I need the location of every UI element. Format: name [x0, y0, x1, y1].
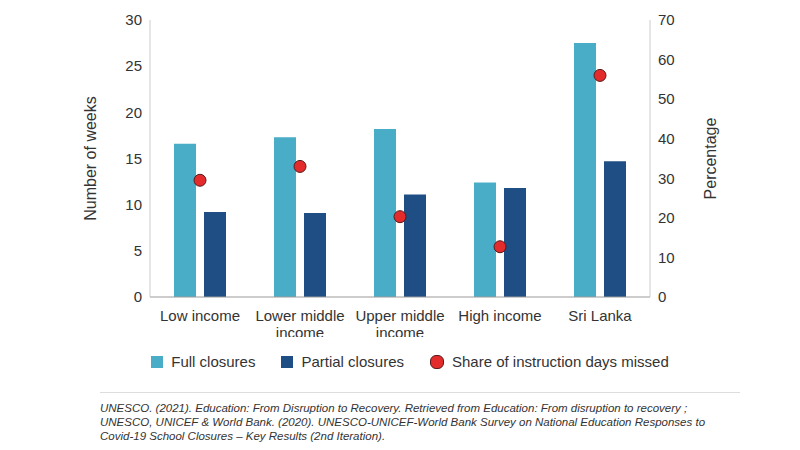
svg-text:30: 30	[125, 11, 142, 28]
svg-text:0: 0	[134, 288, 142, 305]
svg-text:5: 5	[134, 242, 142, 259]
svg-text:25: 25	[125, 57, 142, 74]
html-text:UNESCO. (2021). Education: Fro: UNESCO. (2021). Education: From Disrupti…	[100, 402, 705, 442]
svg-text:10: 10	[658, 249, 675, 266]
svg-text:Percentage: Percentage	[702, 117, 719, 199]
svg-text:Low income: Low income	[160, 307, 240, 324]
svg-text:Lower middleincome: Lower middleincome	[255, 307, 344, 337]
svg-text:10: 10	[125, 196, 142, 213]
html-text:Partial closures: Partial closures	[301, 353, 404, 370]
svg-text:50: 50	[658, 90, 675, 107]
svg-text:70: 70	[658, 11, 675, 28]
html-text:Share of instruction days miss: Share of instruction days missed	[452, 353, 669, 370]
svg-text:High income: High income	[458, 307, 541, 324]
svg-text:30: 30	[658, 170, 675, 187]
svg-text:Upper middleincome: Upper middleincome	[355, 307, 444, 337]
svg-text:40: 40	[658, 130, 675, 147]
svg-text:Number of weeks: Number of weeks	[82, 96, 99, 221]
svg-text:Sri Lanka: Sri Lanka	[568, 307, 632, 324]
svg-text:20: 20	[125, 104, 142, 121]
html-text:Full closures: Full closures	[171, 353, 256, 370]
svg-text:0: 0	[658, 288, 666, 305]
svg-text:15: 15	[125, 150, 142, 167]
svg-text:60: 60	[658, 51, 675, 68]
svg-text:20: 20	[658, 209, 675, 226]
